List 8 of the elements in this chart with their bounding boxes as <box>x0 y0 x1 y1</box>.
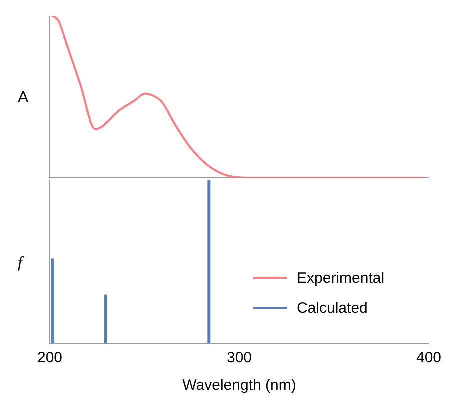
y-axis-title: f <box>18 254 25 272</box>
y-axis-title: A <box>18 90 29 107</box>
legend-label: Calculated <box>297 300 368 316</box>
x-tick-label: 300 <box>226 350 252 367</box>
x-tick-label: 200 <box>37 350 63 367</box>
x-tick-label: 400 <box>416 350 442 367</box>
x-axis-title: Wavelength (nm) <box>182 377 296 394</box>
legend-label: Experimental <box>297 270 385 286</box>
